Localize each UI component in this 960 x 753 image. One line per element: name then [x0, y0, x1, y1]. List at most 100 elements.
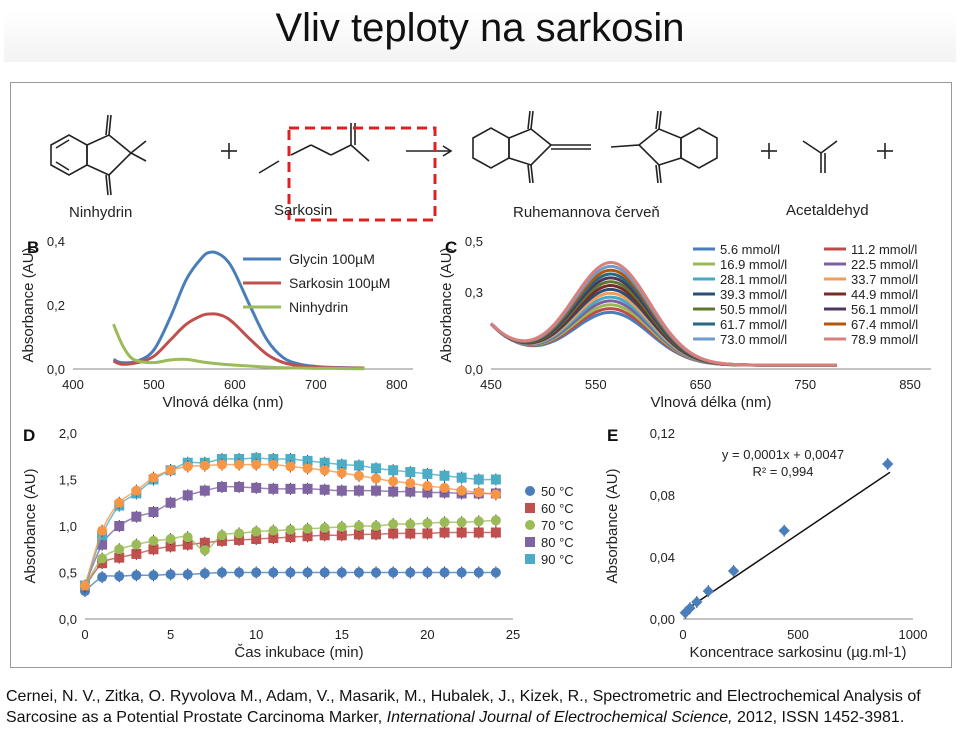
data-point	[114, 521, 125, 531]
x-axis-label: Vlnová délka (nm)	[163, 394, 284, 411]
x-tick-label: 750	[794, 377, 816, 392]
data-point	[165, 465, 176, 476]
data-point	[371, 485, 382, 496]
legend-label: 56.1 mmol/l	[851, 302, 918, 317]
data-point	[388, 528, 399, 539]
data-point	[251, 459, 262, 470]
legend-label: 80 °C	[541, 535, 574, 550]
figure-panel: Ninhydrin Sarkosin Ruhemannova červeň Ac…	[10, 82, 952, 668]
data-point	[405, 478, 416, 489]
data-point	[422, 528, 433, 539]
data-point	[336, 521, 347, 532]
data-point	[285, 483, 296, 494]
panel-letter: C	[445, 238, 457, 257]
data-point	[388, 465, 399, 476]
data-point	[302, 455, 313, 466]
legend-label: 67.4 mmol/l	[851, 317, 918, 332]
panel-letter: D	[23, 426, 35, 445]
y-axis-label: Absorbance (AU)	[438, 247, 455, 362]
data-point	[319, 522, 330, 533]
x-tick-label: 5	[167, 627, 174, 642]
x-tick-label: 450	[480, 377, 502, 392]
panel-b-chart: 400 500 600 700 800 0,0 0,2 0,4 Vlnová délka (nm…	[20, 234, 413, 411]
data-point	[388, 486, 399, 497]
legend-label: 61.7 mmol/l	[720, 317, 787, 332]
data-point	[302, 523, 313, 534]
data-point	[456, 485, 467, 496]
citation-year-issn: 2012, ISSN 1452-3981.	[732, 709, 905, 726]
legend-label: Sarkosin 100µM	[289, 275, 390, 291]
data-point	[182, 569, 193, 580]
data-point	[131, 539, 142, 550]
x-axis-label: Čas inkubace (min)	[234, 644, 363, 661]
data-point	[336, 485, 347, 496]
data-point	[268, 525, 279, 536]
data-point	[353, 470, 364, 481]
data-point	[439, 517, 450, 528]
data-point	[234, 459, 245, 470]
y-tick-label: 0,0	[465, 362, 483, 377]
panel-letter: E	[607, 426, 618, 445]
data-point	[251, 482, 262, 493]
data-point	[778, 524, 790, 537]
data-point	[353, 521, 364, 531]
y-tick-label: 1,0	[59, 519, 77, 534]
legend-label: Ninhydrin	[289, 299, 348, 315]
data-point	[131, 511, 142, 522]
data-point	[268, 567, 279, 578]
data-point	[285, 567, 296, 578]
x-tick-label: 700	[305, 377, 327, 392]
label-ruhemannova-cerven: Ruhemannova červeň	[513, 204, 660, 221]
data-point	[199, 545, 210, 556]
data-point	[371, 567, 382, 578]
legend-label: 73.0 mmol/l	[720, 332, 787, 347]
data-point	[114, 497, 125, 508]
x-tick-label: 0	[81, 627, 88, 642]
data-point	[371, 521, 382, 531]
series-line	[112, 312, 365, 370]
data-point	[388, 567, 399, 578]
legend-marker	[525, 520, 535, 530]
data-point	[319, 465, 330, 476]
series-line	[112, 323, 365, 371]
data-point	[336, 459, 347, 470]
panel-c: 450 550 650 750 850 0,0 0,3 0,5 Vlnová délka (nm…	[431, 229, 949, 414]
legend-label: Glycin 100µM	[289, 251, 375, 267]
x-tick-label: 600	[224, 377, 246, 392]
data-point	[319, 530, 330, 541]
data-point	[216, 530, 227, 541]
data-point	[234, 481, 245, 492]
data-point	[490, 515, 501, 526]
data-point	[182, 532, 193, 543]
data-point	[456, 517, 467, 528]
data-point	[182, 490, 193, 501]
data-point	[234, 567, 245, 578]
data-point	[182, 539, 193, 550]
x-tick-label: 1000	[899, 627, 928, 642]
legend-marker	[525, 503, 535, 513]
citation-journal: International Journal of Electrochemical…	[386, 709, 733, 726]
legend-label: 50.5 mmol/l	[720, 302, 787, 317]
legend-label: 11.2 mmol/l	[851, 242, 917, 257]
data-point	[422, 518, 433, 529]
regression-annotation: y = 0,0001x + 0,0047	[722, 447, 844, 462]
data-point	[405, 467, 416, 478]
data-point	[439, 482, 450, 493]
series-line	[489, 261, 837, 367]
data-point	[353, 485, 364, 496]
data-point	[336, 530, 347, 541]
data-point	[371, 473, 382, 484]
data-point	[199, 460, 210, 471]
y-axis-label: Absorbance (AU)	[604, 468, 621, 583]
y-axis-label: Absorbance (AU)	[20, 247, 37, 362]
data-point	[165, 497, 176, 508]
data-point	[285, 461, 296, 472]
panel-e-chart: 0 500 1000 0,00 0,04 0,08 0,12 Koncentrace sark…	[604, 426, 928, 661]
y-tick-label: 0,3	[465, 285, 483, 300]
label-sarkosin: Sarkosin	[274, 202, 333, 219]
panel-d: 0 5 10 15 20 25 0,0 0,5 1,0 1,5 2,0 Čas inkubace (m…	[13, 419, 581, 665]
data-point	[131, 548, 142, 559]
legend-label: 78.9 mmol/l	[851, 332, 918, 347]
y-tick-label: 0,4	[47, 234, 65, 249]
data-point	[405, 528, 416, 539]
